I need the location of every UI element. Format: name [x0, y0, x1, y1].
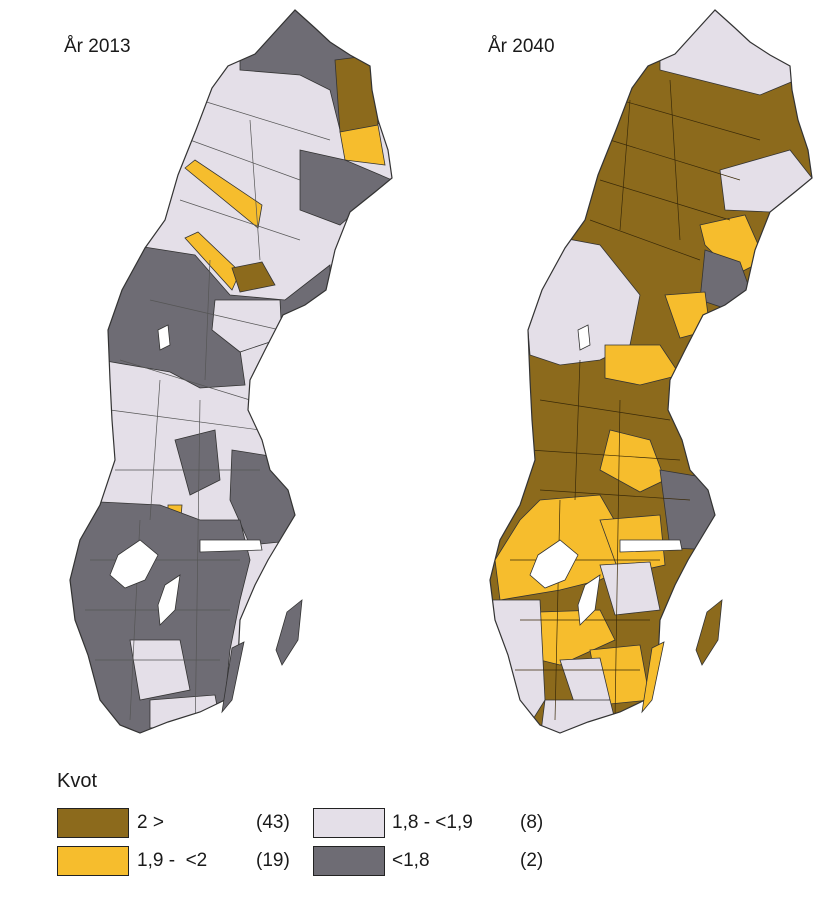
region-low — [539, 699, 621, 733]
region-mid — [339, 124, 386, 166]
legend-count-mid: (19) — [256, 850, 290, 871]
legend-swatch-mid — [57, 846, 129, 876]
legend-swatch-high — [57, 808, 129, 838]
legend-title: Kvot — [57, 770, 98, 792]
map-title-2040: År 2040 — [488, 36, 555, 57]
region-low — [129, 639, 191, 701]
lake-storsjon — [577, 324, 591, 351]
lake-storsjon — [157, 324, 171, 351]
lake-vanern — [529, 539, 579, 589]
region-mid — [184, 159, 263, 229]
island-gotland-2013 — [275, 599, 303, 666]
legend-swatch-low — [313, 808, 385, 838]
legend-label-high: 2 > — [137, 812, 164, 833]
region-high — [231, 261, 276, 293]
map-2013 — [70, 10, 392, 733]
lake-vattern — [157, 574, 181, 626]
region-mid — [699, 214, 766, 276]
region-low — [149, 694, 221, 729]
region-mid — [599, 429, 666, 493]
region-low — [599, 561, 661, 616]
region-mid — [604, 344, 681, 386]
lake-vattern — [577, 574, 601, 626]
region-low — [211, 299, 283, 353]
lake-vanern — [109, 539, 159, 589]
region-lowest — [659, 469, 721, 551]
map-2040-outline — [489, 9, 813, 734]
region-lowest — [174, 429, 221, 496]
legend-count-low: (8) — [520, 812, 544, 833]
island-gotland-2040 — [695, 599, 723, 666]
legend-label-mid: 1,9 - <2 — [137, 850, 208, 871]
legend-label-lowest: <1,8 — [392, 850, 430, 871]
lake-malaren — [619, 539, 683, 553]
legend-count-lowest: (2) — [520, 850, 544, 871]
map-2040 — [490, 10, 812, 733]
legend-count-high: (43) — [256, 812, 290, 833]
lake-malaren — [199, 539, 263, 553]
map-title-2013: År 2013 — [64, 36, 131, 57]
legend-swatch-lowest — [313, 846, 385, 876]
legend-label-low: 1,8 - <1,9 — [392, 812, 473, 833]
island-oland-2040 — [641, 641, 665, 714]
map-2013-outline — [69, 9, 393, 734]
island-oland-2013 — [221, 641, 245, 714]
sweden-maps — [69, 9, 813, 734]
region-high — [334, 54, 379, 133]
